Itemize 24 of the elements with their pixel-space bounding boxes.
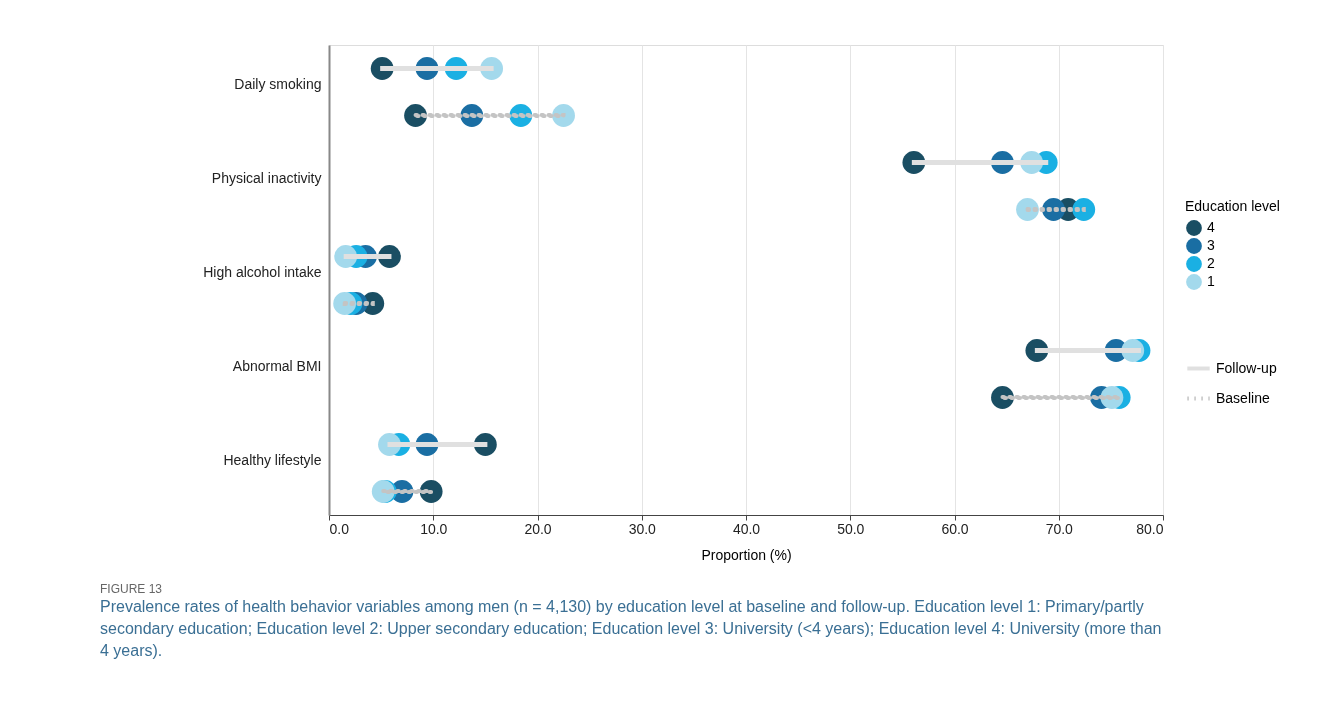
y-tick-label: Abnormal BMI — [232, 357, 322, 374]
legend-label: 4 — [1207, 219, 1215, 235]
x-tick-label: 10.0 — [420, 520, 448, 537]
text: Prevalence rates of health behavior variables among men (n = 4,130) by education level at baseline and follow-up. Education level 1: Primary/partly secondary education; Education level 2: Upper secondary education; Education level 3: University (<4 years); Education level 4: University (more than 4 years). — [100, 598, 1162, 659]
x-tick-label: 20.0 — [524, 520, 552, 537]
y-tick-label: Physical inactivity — [211, 169, 322, 186]
x-tick-label: 30.0 — [628, 520, 657, 537]
legend-label: 1 — [1207, 273, 1215, 289]
x-tick-label: 40.0 — [732, 520, 761, 537]
x-tick-label: 70.0 — [1045, 520, 1074, 537]
y-tick-label: Healthy lifestyle — [223, 451, 322, 468]
legend-title: Education level — [1185, 198, 1280, 214]
legend-label: Follow-up — [1216, 359, 1277, 376]
x-tick-label: 80.0 — [1136, 520, 1164, 537]
legend-label: 3 — [1207, 237, 1215, 253]
legend-label: Baseline — [1216, 389, 1270, 406]
y-tick-label: High alcohol intake — [203, 263, 322, 280]
x-axis-title: Proportion (%) — [701, 546, 792, 563]
x-tick-label: 0.0 — [329, 520, 350, 537]
x-tick-label: 50.0 — [837, 520, 865, 537]
x-tick-label: 60.0 — [941, 520, 969, 537]
y-tick-label: Daily smoking — [234, 75, 322, 92]
legend-label: 2 — [1207, 255, 1215, 271]
caption: FIGURE 13 — [100, 582, 163, 596]
